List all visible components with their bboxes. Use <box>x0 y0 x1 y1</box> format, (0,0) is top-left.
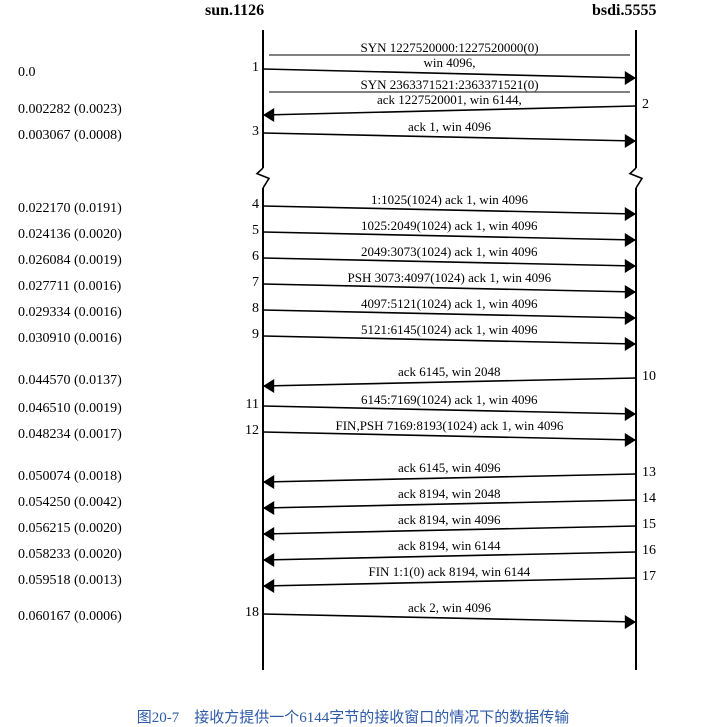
timestamp: 0.054250 (0.0042) <box>18 495 122 511</box>
seq-num: 16 <box>642 543 662 559</box>
seq-num: 5 <box>239 223 259 239</box>
time-break-left <box>255 168 271 188</box>
figure-caption: 图20-7 接收方提供一个6144字节的接收窗口的情况下的数据传输 <box>0 706 706 727</box>
packet-label: 1025:2049(1024) ack 1, win 4096 <box>361 218 538 234</box>
timestamp: 0.046510 (0.0019) <box>18 401 122 417</box>
tcp-sequence-diagram: { "geom": { "leftX": 263, "rightX": 636,… <box>0 0 706 727</box>
packet-label: ack 1, win 4096 <box>408 119 491 135</box>
packet-label: ack 8194, win 2048 <box>398 486 501 502</box>
timestamp: 0.022170 (0.0191) <box>18 201 122 217</box>
timestamp: 0.002282 (0.0023) <box>18 102 122 118</box>
seq-num: 12 <box>239 423 259 439</box>
seq-num: 14 <box>642 491 662 507</box>
seq-num: 4 <box>239 197 259 213</box>
packet-label: SYN 2363371521:2363371521(0) <box>361 77 539 93</box>
seq-num: 17 <box>642 569 662 585</box>
seq-num: 10 <box>642 369 662 385</box>
packet-label: PSH 3073:4097(1024) ack 1, win 4096 <box>348 270 552 286</box>
packet-label: ack 1227520001, win 6144, <box>377 92 522 108</box>
timestamp: 0.060167 (0.0006) <box>18 609 122 625</box>
timestamp: 0.0 <box>18 65 36 81</box>
timestamp: 0.058233 (0.0020) <box>18 547 122 563</box>
timestamp: 0.048234 (0.0017) <box>18 427 122 443</box>
timestamp: 0.026084 (0.0019) <box>18 253 122 269</box>
packet-label: 2049:3073(1024) ack 1, win 4096 <box>361 244 538 260</box>
packet-label: FIN,PSH 7169:8193(1024) ack 1, win 4096 <box>336 418 564 434</box>
seq-num: 3 <box>239 124 259 140</box>
timestamp: 0.056215 (0.0020) <box>18 521 122 537</box>
packet-label: ack 8194, win 6144 <box>398 538 501 554</box>
header-left: sun.1126 <box>205 2 264 20</box>
packet-label: ack 6145, win 4096 <box>398 460 501 476</box>
packet-label: SYN 1227520000:1227520000(0) <box>361 40 539 56</box>
seq-num: 9 <box>239 327 259 343</box>
seq-num: 6 <box>239 249 259 265</box>
packet-label: FIN 1:1(0) ack 8194, win 6144 <box>369 564 531 580</box>
lifeline-right <box>635 30 637 670</box>
seq-num: 1 <box>239 60 259 76</box>
timestamp: 0.050074 (0.0018) <box>18 469 122 485</box>
header-right: bsdi.5555 <box>592 2 656 20</box>
packet-label: 4097:5121(1024) ack 1, win 4096 <box>361 296 538 312</box>
seq-num: 18 <box>239 605 259 621</box>
time-break-right <box>628 168 644 188</box>
lifeline-left <box>262 30 264 670</box>
seq-num: 2 <box>642 97 662 113</box>
timestamp: 0.059518 (0.0013) <box>18 573 122 589</box>
seq-num: 8 <box>239 301 259 317</box>
timestamp: 0.029334 (0.0016) <box>18 305 122 321</box>
packet-label: win 4096, <box>424 55 476 71</box>
packet-label: 1:1025(1024) ack 1, win 4096 <box>371 192 528 208</box>
packet-label: ack 6145, win 2048 <box>398 364 501 380</box>
packet-label: ack 8194, win 4096 <box>398 512 501 528</box>
timestamp: 0.027711 (0.0016) <box>18 279 121 295</box>
seq-num: 11 <box>239 397 259 413</box>
seq-num: 15 <box>642 517 662 533</box>
seq-num: 7 <box>239 275 259 291</box>
seq-num: 13 <box>642 465 662 481</box>
packet-label: ack 2, win 4096 <box>408 600 491 616</box>
timestamp: 0.044570 (0.0137) <box>18 373 122 389</box>
timestamp: 0.030910 (0.0016) <box>18 331 122 347</box>
timestamp: 0.024136 (0.0020) <box>18 227 122 243</box>
packet-label: 6145:7169(1024) ack 1, win 4096 <box>361 392 538 408</box>
timestamp: 0.003067 (0.0008) <box>18 128 122 144</box>
packet-label: 5121:6145(1024) ack 1, win 4096 <box>361 322 538 338</box>
